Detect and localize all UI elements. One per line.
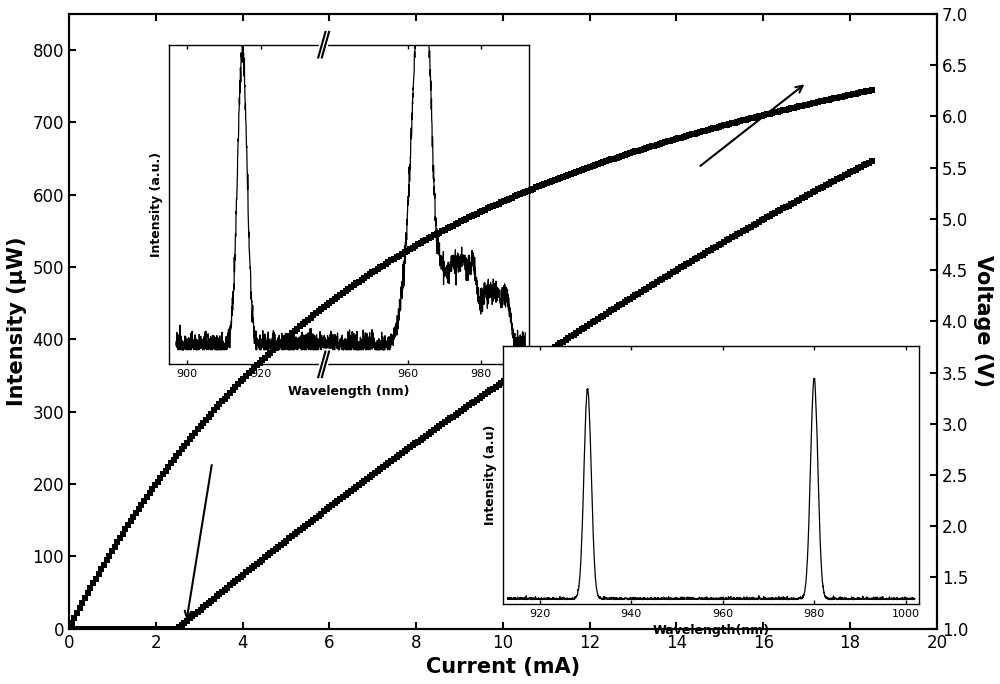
Y-axis label: Voltage (V): Voltage (V) [973, 255, 993, 387]
Y-axis label: Intensity (μW): Intensity (μW) [7, 237, 27, 406]
X-axis label: Current (mA): Current (mA) [426, 657, 580, 677]
